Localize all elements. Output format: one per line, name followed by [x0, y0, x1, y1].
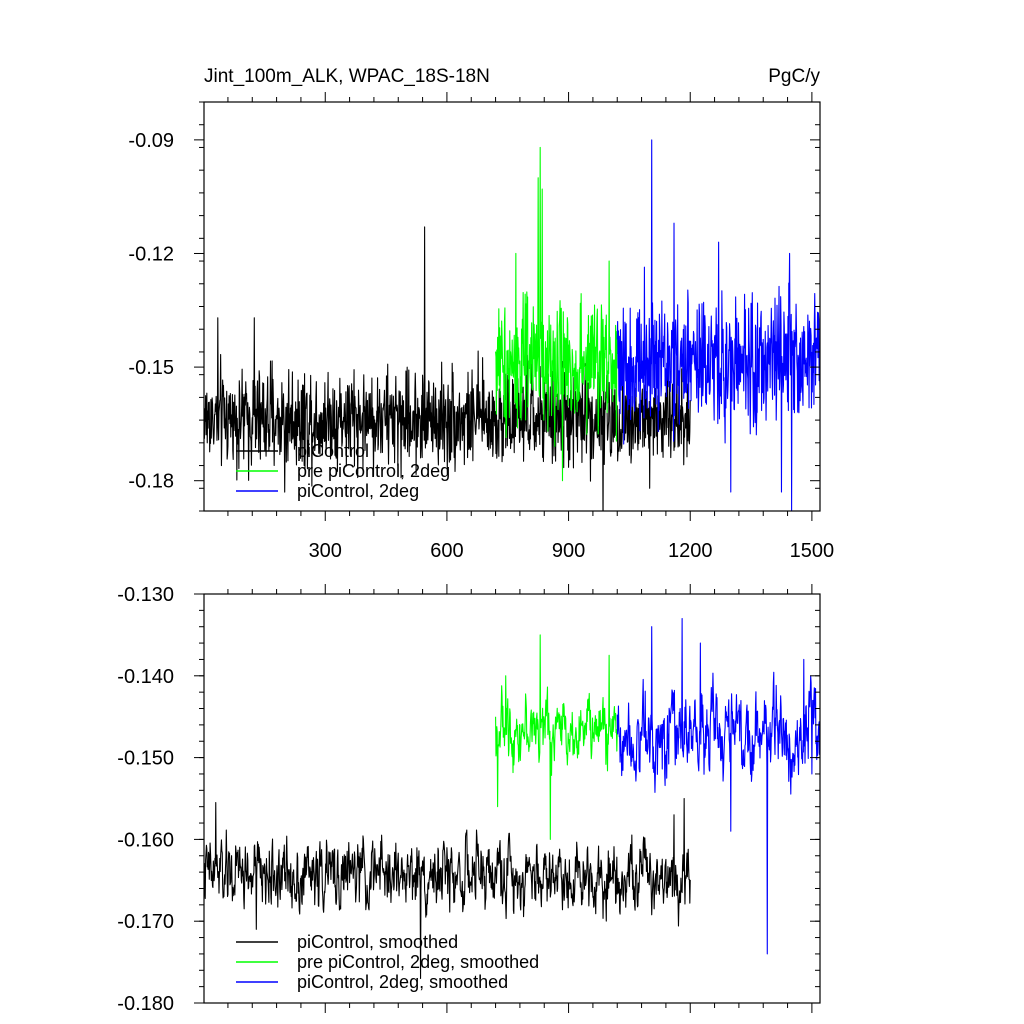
y-tick-label: -0.140 [117, 666, 174, 688]
x-tick-label: 1200 [668, 540, 713, 562]
series-line-picontrol-smoothed [204, 797, 691, 980]
legend-label: piControl, 2deg [297, 481, 419, 501]
x-tick-label: 900 [552, 540, 585, 562]
y-tick-label: -0.180 [117, 993, 174, 1015]
legend-label: piControl, 2deg, smoothed [297, 972, 508, 992]
y-tick-label: -0.09 [128, 130, 174, 152]
series-line-picontrol-2deg-smoothed [616, 617, 820, 955]
units-label: PgC/y [768, 66, 820, 87]
x-tick-label: 1500 [790, 540, 835, 562]
top-panel: 300 600 900 1200 1500 -0.18 -0.15 -0.12 -0.09 pi… [128, 92, 834, 562]
plot-title: Jint_100m_ALK, WPAC_18S-18N [204, 66, 490, 87]
legend-label: pre piControl, 2deg, smoothed [297, 952, 539, 972]
y-tick-label: -0.18 [128, 471, 174, 493]
legend-label: piControl, smoothed [297, 932, 458, 952]
y-tick-label: -0.12 [128, 243, 174, 265]
legend-label: piControl [297, 441, 369, 461]
bottom-axis-ticks: -0.180 -0.170 -0.160 -0.150 -0.140 -0.130 [117, 584, 820, 1015]
y-tick-label: -0.130 [117, 584, 174, 606]
y-tick-label: -0.150 [117, 748, 174, 770]
y-tick-label: -0.15 [128, 357, 174, 379]
legend-label: pre piControl, 2deg [297, 461, 450, 481]
series-line-pre-picontrol-2deg-smoothed [495, 634, 618, 840]
bottom-plot-frame [203, 593, 821, 1004]
x-tick-label: 600 [430, 540, 463, 562]
series-line-picontrol [204, 226, 691, 511]
bottom-series-group [204, 617, 820, 980]
y-tick-label: -0.160 [117, 829, 174, 851]
top-axis-ticks: 300 600 900 1200 1500 -0.18 -0.15 -0.12 -0.09 [128, 92, 834, 562]
x-tick-label: 300 [309, 540, 342, 562]
series-line-picontrol-2deg [616, 139, 820, 511]
series-line-pre-picontrol-2deg [495, 146, 618, 482]
bottom-panel: -0.180 -0.170 -0.160 -0.150 -0.140 -0.130 piC… [117, 584, 821, 1015]
y-tick-label: -0.170 [117, 911, 174, 933]
top-series-group [204, 139, 820, 511]
